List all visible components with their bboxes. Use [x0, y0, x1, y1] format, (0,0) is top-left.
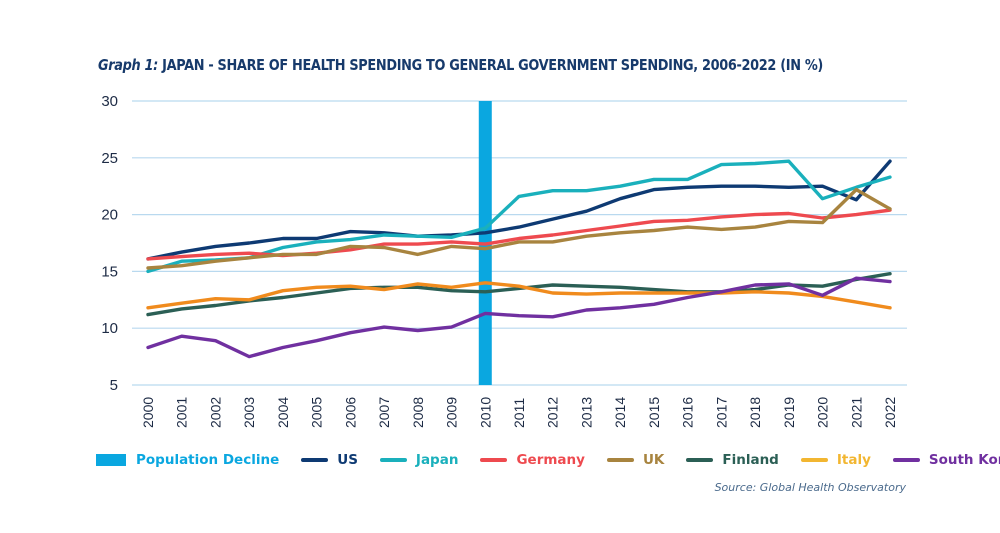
legend: Population Decline US Japan Germany UK Finlan… — [96, 449, 1000, 471]
x-axis-ticks: 2000 2001 2002 2003 2004 2005 2006 2007 2008 2009… — [140, 397, 898, 428]
series-line-finland — [146, 272, 892, 317]
gridlines — [132, 100, 907, 386]
legend-swatch-germany — [480, 458, 508, 462]
x-tick-label: 2000 — [140, 397, 156, 428]
y-tick-label: 20 — [101, 207, 118, 224]
series-lines — [146, 159, 892, 359]
x-tick-label: 2013 — [578, 397, 594, 428]
x-tick-label: 2019 — [781, 397, 797, 428]
x-tick-label: 2012 — [545, 397, 561, 428]
x-tick-label: 2018 — [747, 397, 763, 428]
chart-title-prefix: Graph 1: — [98, 56, 158, 74]
legend-swatch-population-decline — [96, 454, 126, 466]
legend-item-uk: UK — [606, 452, 665, 468]
x-tick-label: 2014 — [612, 397, 628, 428]
series-line-south-korea — [146, 276, 892, 359]
y-tick-label: 10 — [101, 320, 118, 337]
legend-swatch-south-korea — [892, 458, 920, 462]
legend-swatch-japan — [379, 458, 407, 462]
legend-item-italy: Italy — [800, 452, 871, 468]
legend-label: UK — [642, 452, 665, 468]
series-line-us — [146, 159, 892, 261]
x-tick-label: 2016 — [680, 397, 696, 428]
legend-swatch-uk — [606, 458, 634, 462]
legend-item-population-decline: Population Decline — [96, 452, 279, 468]
chart-title: Graph 1: JAPAN - SHARE OF HEALTH SPENDIN… — [98, 56, 823, 74]
series-line-japan — [146, 159, 892, 274]
x-tick-label: 2009 — [444, 397, 460, 428]
x-tick-label: 2006 — [342, 397, 358, 428]
x-tick-label: 2001 — [174, 397, 190, 428]
series-line-uk — [146, 187, 892, 270]
legend-item-south-korea: South Korea — [892, 452, 1000, 468]
x-tick-label: 2021 — [848, 397, 864, 428]
x-tick-label: 2007 — [376, 397, 392, 428]
series-line-germany — [146, 208, 892, 261]
x-tick-label: 2003 — [241, 397, 257, 428]
legend-label: US — [337, 452, 358, 468]
y-tick-label: 25 — [101, 150, 118, 167]
legend-label: South Korea — [928, 452, 1000, 468]
legend-label: Germany — [516, 452, 585, 468]
legend-item-us: US — [301, 452, 358, 468]
legend-swatch-us — [301, 458, 329, 462]
legend-item-germany: Germany — [480, 452, 585, 468]
y-tick-label: 30 — [101, 93, 118, 110]
legend-label: Japan — [415, 452, 459, 468]
y-tick-label: 15 — [101, 263, 118, 280]
x-tick-label: 2017 — [713, 397, 729, 428]
legend-swatch-italy — [800, 458, 828, 462]
x-tick-label: 2022 — [882, 397, 898, 428]
x-tick-label: 2010 — [477, 397, 493, 428]
x-tick-label: 2002 — [207, 397, 223, 428]
series-line-italy — [146, 281, 892, 310]
y-tick-label: 5 — [110, 377, 118, 394]
chart-title-text: JAPAN - SHARE OF HEALTH SPENDING TO GENE… — [162, 56, 823, 74]
source-note: Source: Global Health Observatory — [714, 481, 906, 494]
x-tick-label: 2020 — [815, 397, 831, 428]
x-tick-label: 2004 — [275, 397, 291, 428]
legend-swatch-finland — [686, 458, 714, 462]
legend-label: Population Decline — [136, 452, 280, 468]
legend-item-japan: Japan — [379, 452, 459, 468]
legend-label: Italy — [836, 452, 871, 468]
y-axis-ticks: 5 10 15 20 25 30 — [101, 93, 118, 394]
x-tick-label: 2015 — [646, 397, 662, 428]
x-tick-label: 2008 — [410, 397, 426, 428]
x-tick-label: 2005 — [309, 397, 325, 428]
legend-item-finland: Finland — [686, 452, 779, 468]
x-tick-label: 2011 — [511, 398, 527, 428]
legend-label: Finland — [722, 452, 779, 468]
